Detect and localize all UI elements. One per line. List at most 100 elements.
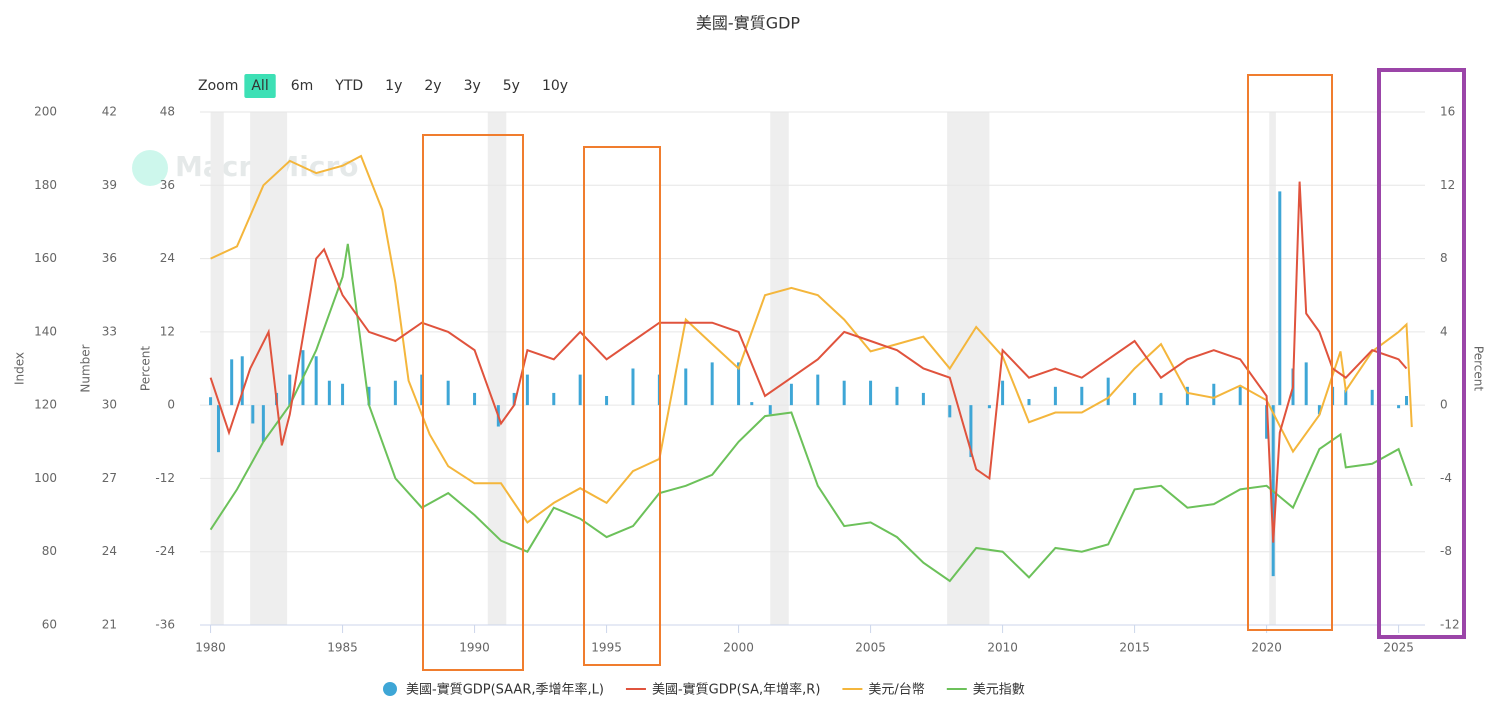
bar bbox=[789, 383, 793, 406]
legend-item[interactable]: 美元指數 bbox=[946, 683, 1025, 698]
x-tick-label: 1990 bbox=[459, 641, 490, 655]
y-tick-label: 27 bbox=[102, 471, 117, 485]
bar bbox=[869, 380, 873, 406]
axis-title: Index bbox=[13, 352, 27, 385]
y-tick-label: 0 bbox=[167, 398, 175, 412]
recession-band bbox=[1269, 112, 1276, 625]
watermark-logo bbox=[132, 150, 168, 186]
bar bbox=[209, 397, 213, 406]
x-tick-label: 2015 bbox=[1119, 641, 1150, 655]
bar bbox=[420, 374, 424, 406]
bar bbox=[216, 405, 220, 453]
bar bbox=[525, 374, 529, 406]
x-tick-label: 2025 bbox=[1383, 641, 1414, 655]
zoom-button-label: 3y bbox=[464, 78, 481, 94]
zoom-button[interactable]: 5y bbox=[496, 74, 527, 98]
recession-band bbox=[487, 112, 507, 625]
legend-item[interactable]: 美國-實質GDP(SAAR,季增年率,L) bbox=[383, 682, 604, 698]
line bbox=[210, 154, 1413, 524]
bar bbox=[261, 405, 265, 442]
bar bbox=[1212, 383, 1216, 406]
x-tick-label: 2005 bbox=[855, 641, 886, 655]
bar bbox=[1001, 380, 1005, 406]
bar bbox=[240, 356, 244, 406]
y-tick-label: 21 bbox=[102, 618, 117, 632]
bar bbox=[1027, 399, 1031, 406]
y-tick-label: -36 bbox=[155, 618, 175, 632]
bar bbox=[1080, 386, 1084, 406]
zoom-button-bg bbox=[244, 74, 276, 98]
x-tick-label: 1985 bbox=[327, 641, 358, 655]
y-tick-label: 200 bbox=[34, 105, 57, 119]
zoom-button[interactable]: 10y bbox=[535, 74, 575, 98]
y-tick-label: 24 bbox=[102, 544, 117, 558]
bar bbox=[1238, 386, 1242, 406]
zoom-button-label: All bbox=[251, 78, 268, 94]
zoom-button-label: 1y bbox=[385, 78, 402, 94]
bar bbox=[1317, 405, 1321, 415]
legend-label: 美國-實質GDP(SA,年增率,R) bbox=[652, 682, 820, 698]
bar bbox=[251, 405, 255, 424]
bar bbox=[987, 405, 991, 409]
y-tick-label: 12 bbox=[1440, 178, 1455, 192]
legend-label: 美國-實質GDP(SAAR,季增年率,L) bbox=[406, 682, 604, 698]
bar bbox=[750, 402, 754, 406]
bar bbox=[1106, 377, 1110, 406]
recession-band bbox=[250, 112, 288, 625]
x-tick-label: 1980 bbox=[195, 641, 226, 655]
legend: 美國-實質GDP(SAAR,季增年率,L) 美國-實質GDP(SA,年增率,R) 美… bbox=[383, 682, 1025, 698]
bar bbox=[737, 362, 741, 406]
bar bbox=[341, 383, 345, 406]
y-tick-label: 16 bbox=[1440, 105, 1455, 119]
recession-band bbox=[947, 112, 990, 625]
bar bbox=[512, 392, 516, 406]
zoom-button[interactable]: All bbox=[244, 74, 276, 98]
bar bbox=[895, 386, 899, 406]
legend-label: 美元/台幣 bbox=[868, 683, 924, 698]
line bbox=[209, 243, 1413, 583]
zoom-button[interactable]: YTD bbox=[328, 74, 370, 98]
bar bbox=[948, 405, 952, 418]
axis-title: Percent bbox=[139, 346, 153, 391]
y-tick-label: -24 bbox=[155, 544, 175, 558]
bar bbox=[816, 374, 820, 406]
zoom-button[interactable]: 2y bbox=[417, 74, 448, 98]
y-tick-label: 180 bbox=[34, 178, 57, 192]
y-tick-label: 120 bbox=[34, 398, 57, 412]
recession-band bbox=[210, 112, 224, 625]
y-tick-label: 36 bbox=[102, 251, 117, 265]
bar bbox=[1344, 389, 1348, 406]
legend-symbol bbox=[383, 682, 397, 696]
highlight-box bbox=[422, 134, 524, 671]
legend-item[interactable]: 美國-實質GDP(SA,年增率,R) bbox=[625, 682, 820, 698]
zoom-button-label: 6m bbox=[291, 78, 314, 94]
bar bbox=[921, 392, 925, 406]
zoom-button[interactable]: 6m bbox=[284, 74, 321, 98]
bar bbox=[1370, 389, 1374, 406]
bar bbox=[684, 368, 688, 406]
bar bbox=[842, 380, 846, 406]
y-tick-label: -4 bbox=[1440, 471, 1452, 485]
axis-title: Number bbox=[79, 344, 93, 392]
highlight-boxes bbox=[422, 68, 1466, 671]
y-tick-label: 24 bbox=[160, 251, 175, 265]
legend-item[interactable]: 美元/台幣 bbox=[842, 683, 925, 698]
y-tick-label: 12 bbox=[160, 324, 175, 338]
bar bbox=[230, 359, 234, 406]
bar bbox=[473, 392, 477, 406]
y-tick-label: 8 bbox=[1440, 251, 1448, 265]
y-tick-label: 80 bbox=[42, 544, 57, 558]
bar bbox=[1405, 395, 1409, 406]
y-tick-label: 0 bbox=[1440, 398, 1448, 412]
chart-title: 美國-實質GDP bbox=[696, 14, 800, 33]
bar bbox=[1053, 386, 1057, 406]
y-tick-label: -12 bbox=[1440, 618, 1460, 632]
bar bbox=[1159, 392, 1163, 406]
highlight-box bbox=[1377, 68, 1466, 639]
bar bbox=[710, 362, 714, 406]
zoom-button[interactable]: 3y bbox=[457, 74, 488, 98]
bar bbox=[969, 405, 973, 458]
zoom-button[interactable]: 1y bbox=[378, 74, 409, 98]
y-tick-label: -8 bbox=[1440, 544, 1452, 558]
